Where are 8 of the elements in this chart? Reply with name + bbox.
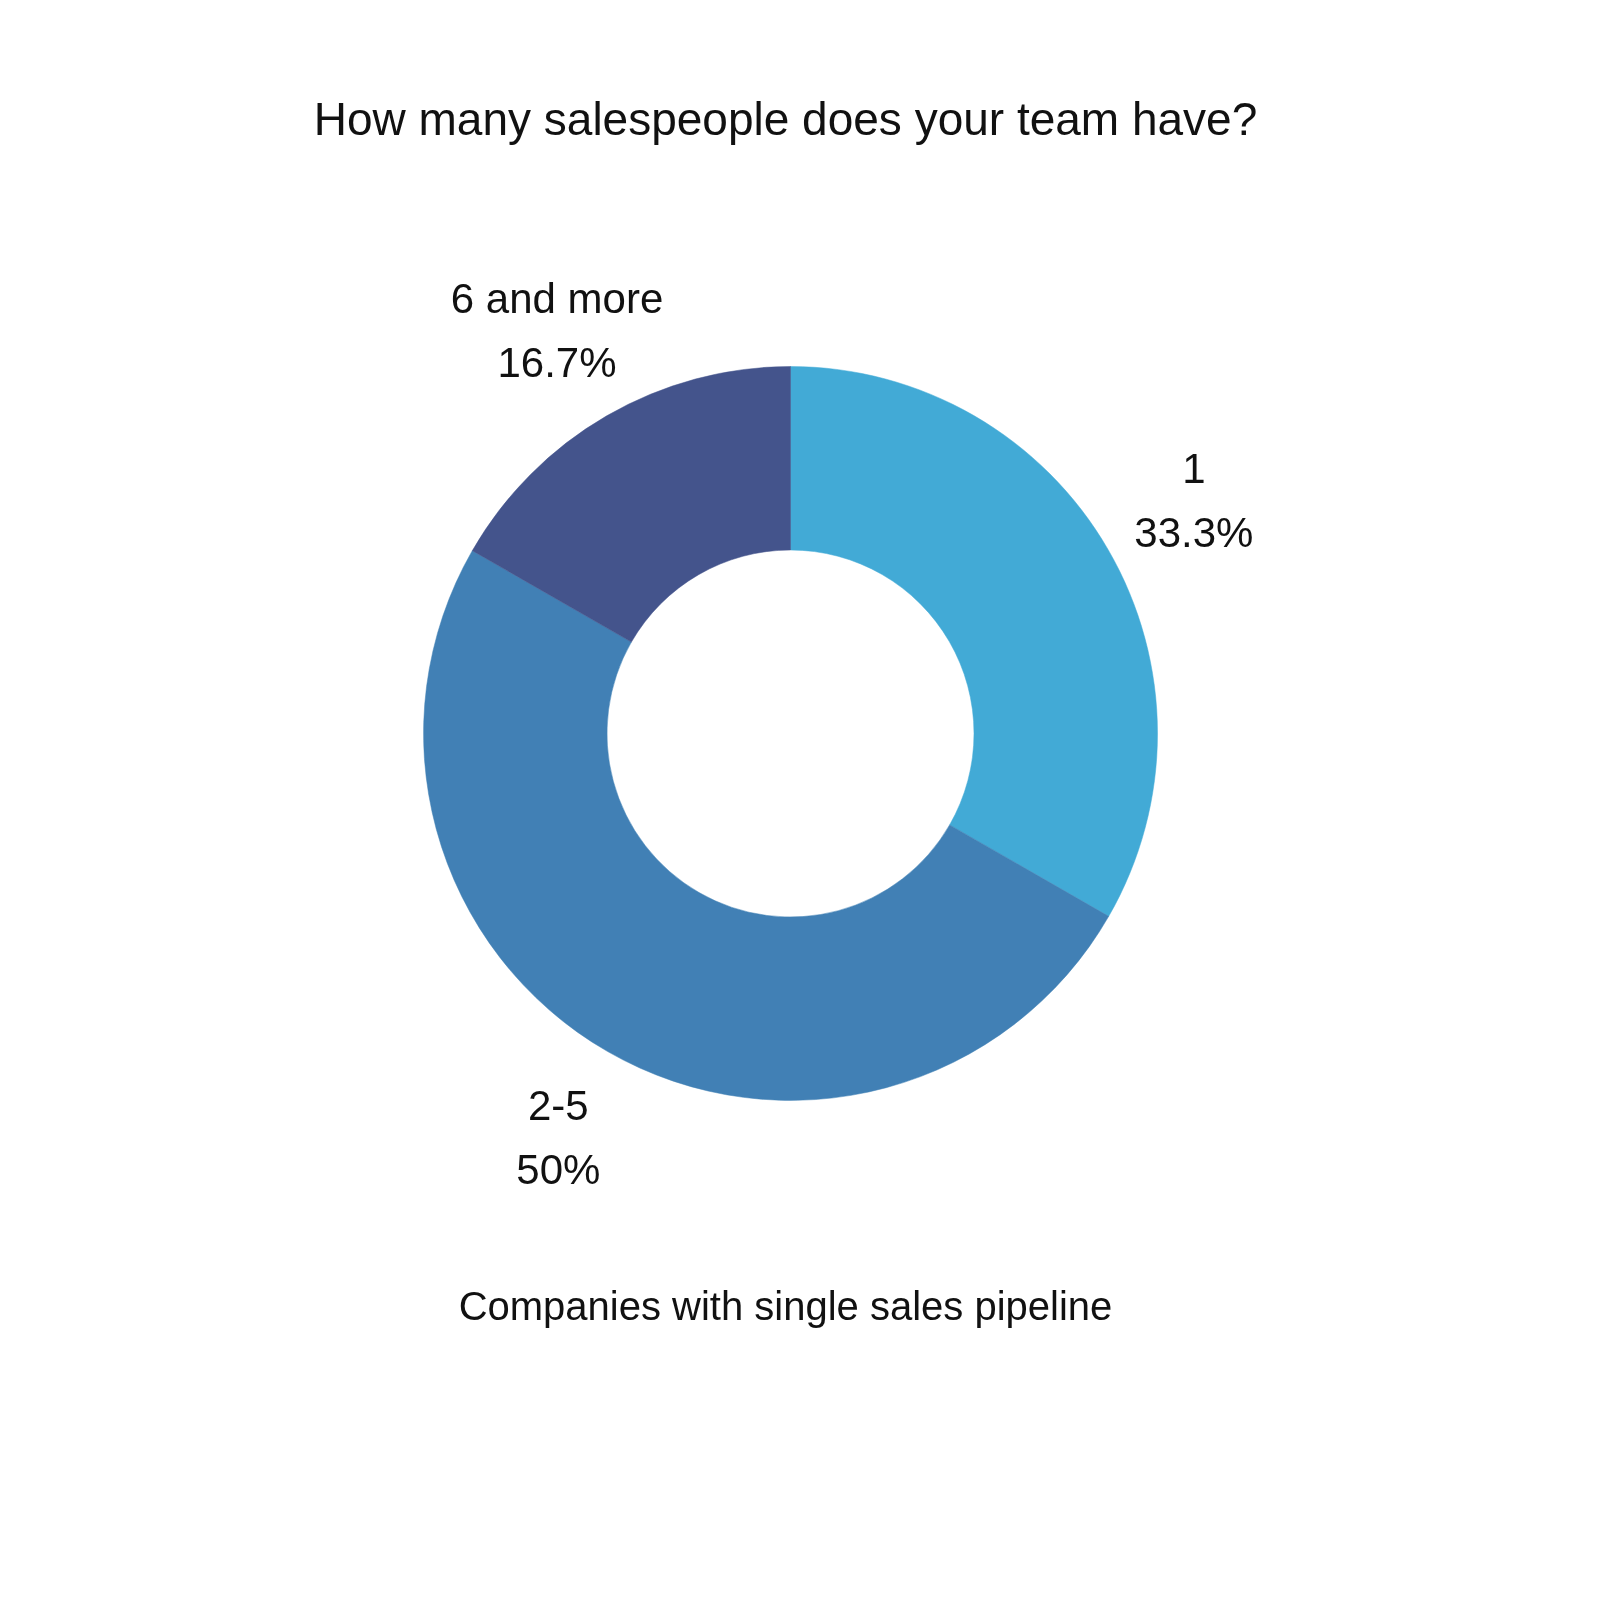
data-label: 33.3%: [1134, 508, 1254, 556]
text: Companies with single sales pipeline: [458, 1283, 1113, 1328]
slice-label: 1: [1182, 444, 1206, 492]
chart-title: How many salespeople does your team have?: [313, 92, 1258, 145]
data-label: 50%: [516, 1146, 601, 1194]
slice-label: 2-5: [527, 1082, 589, 1130]
slice-label: 6 and more: [450, 274, 664, 322]
data-label: 16.7%: [497, 338, 617, 386]
